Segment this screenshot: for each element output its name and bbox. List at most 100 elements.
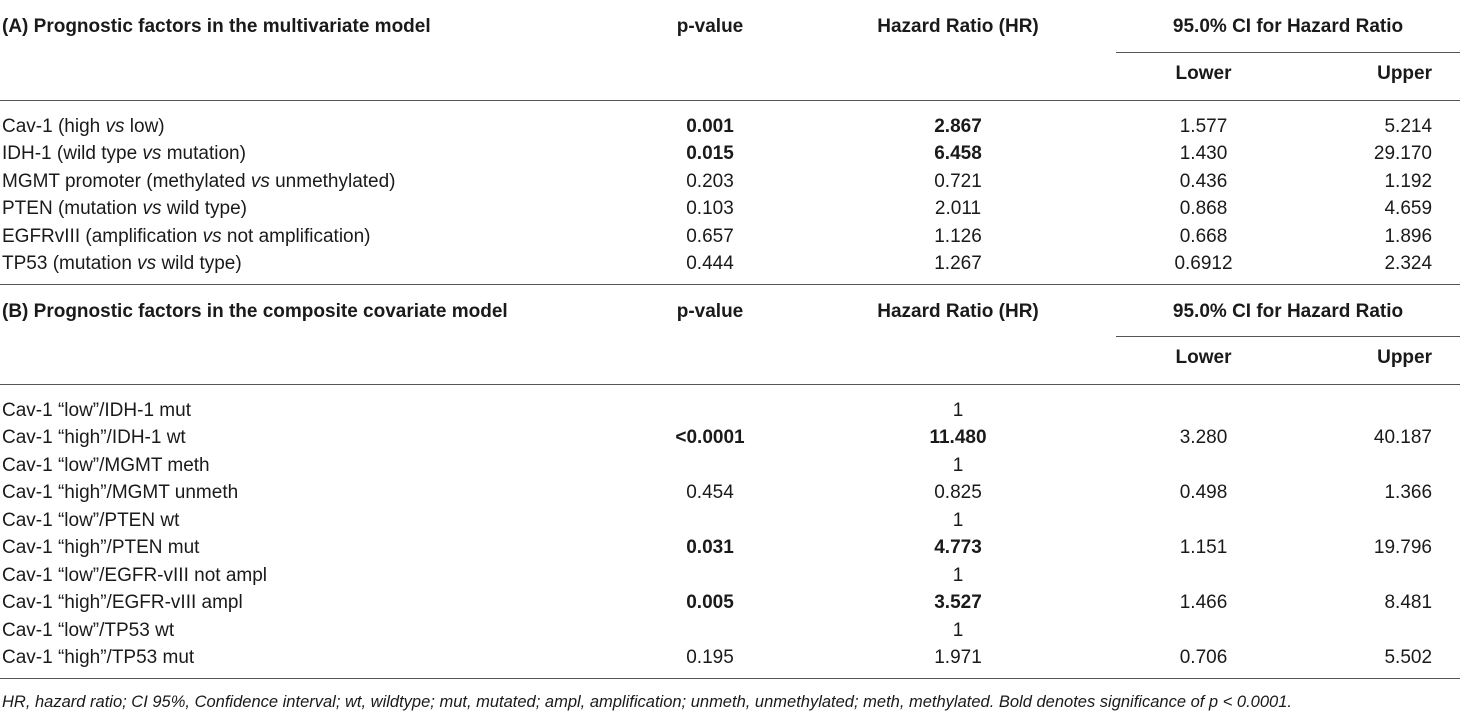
section-b-header: (B) Prognostic factors in the composite …: [0, 283, 1460, 337]
table-row: Cav-1 “high”/PTEN mut 0.031 4.773 1.151 19.7…: [0, 534, 1460, 562]
row-label-vs: vs: [137, 253, 157, 274]
ci-lower-cell: 0.706: [1179, 647, 1228, 668]
row-label-vs: vs: [105, 115, 125, 137]
ci-lower-cell: [1116, 384, 1291, 424]
hazard-ratio-cell: 0.825: [934, 482, 982, 503]
section-a-title: (A) Prognostic factors in the multivaria…: [2, 16, 431, 37]
section-b-subheader: Lower Upper: [0, 336, 1460, 385]
p-value-cell: 0.015: [686, 143, 734, 164]
row-label: Cav-1 “low”/IDH-1 mut: [2, 399, 191, 421]
row-label: Cav-1 “high”/EGFR-vIII ampl: [2, 592, 243, 613]
row-label-vs: vs: [202, 225, 222, 247]
p-value-cell: 0.454: [686, 482, 734, 503]
p-value-cell: <0.0001: [675, 427, 745, 448]
ci-upper-cell: [1291, 617, 1460, 645]
ci-lower-cell: 3.280: [1179, 427, 1228, 448]
row-label-vs: vs: [142, 198, 162, 219]
row-label-text: PTEN (mutation: [2, 198, 143, 219]
row-label: Cav-1 “low”/PTEN wt: [2, 509, 180, 531]
table-row: Cav-1 “high”/MGMT unmeth 0.454 0.825 0.498 1…: [0, 479, 1460, 507]
table-row: Cav-1 “low”/MGMT meth 1: [0, 452, 1460, 480]
hazard-ratio-cell: 6.458: [934, 143, 982, 164]
ci-upper-cell: 1.896: [1384, 225, 1433, 247]
p-value-cell: [620, 452, 800, 480]
p-value-cell: [620, 562, 800, 590]
footnote: HR, hazard ratio; CI 95%, Confidence int…: [0, 677, 1460, 712]
row-label-text: not amplification): [221, 225, 371, 247]
row-label: Cav-1 “low”/TP53 wt: [2, 619, 175, 641]
row-label: MGMT promoter (methylated vs unmethylate…: [0, 168, 620, 196]
table-row: IDH-1 (wild type vs mutation) 0.015 6.458 1…: [0, 140, 1460, 168]
ci-upper-cell: [1291, 507, 1460, 535]
hazard-ratio-cell: 11.480: [929, 427, 987, 448]
ci-lower-cell: 0.436: [1179, 170, 1228, 192]
table-row: Cav-1 “low”/PTEN wt 1: [0, 507, 1460, 535]
ci-upper-cell: 4.659: [1384, 198, 1433, 219]
col-lower: Lower: [1116, 336, 1291, 385]
ci-lower-cell: 0.868: [1179, 198, 1228, 219]
hazard-ratio-cell: 2.867: [934, 115, 982, 137]
p-value-cell: 0.031: [686, 537, 734, 558]
row-label: Cav-1 “high”/MGMT unmeth: [2, 482, 239, 503]
row-label: Cav-1 “low”/EGFR-vIII not ampl: [2, 564, 267, 586]
ci-lower-cell: [1116, 562, 1291, 590]
row-label: PTEN (mutation vs wild type): [0, 195, 620, 223]
ci-upper-cell: 8.481: [1384, 592, 1433, 613]
row-label: IDH-1 (wild type vs mutation): [0, 140, 620, 168]
row-label: Cav-1 “high”/PTEN mut: [2, 537, 200, 558]
ci-upper-cell: 40.187: [1373, 427, 1433, 448]
row-label-text: low): [124, 115, 165, 137]
table-row: PTEN (mutation vs wild type) 0.103 2.011 0.…: [0, 195, 1460, 223]
row-label: EGFRvIII (amplification vs not amplifica…: [0, 223, 620, 251]
row-label-text: wild type): [161, 198, 247, 219]
p-value-cell: 0.103: [686, 198, 734, 219]
col-lower: Lower: [1116, 52, 1291, 101]
ci-lower-cell: 0.498: [1179, 482, 1228, 503]
ci-upper-cell: 29.170: [1373, 143, 1433, 164]
p-value-cell: 0.657: [686, 225, 734, 247]
row-label-vs: vs: [250, 170, 270, 192]
hazard-ratio-cell: 1.126: [934, 225, 982, 247]
col-upper: Upper: [1291, 52, 1460, 101]
hazard-ratio-cell: 1: [952, 399, 964, 421]
ci-lower-cell: [1116, 617, 1291, 645]
p-value-cell: 0.203: [686, 170, 734, 192]
col-hazard-ratio: Hazard Ratio (HR): [877, 16, 1039, 37]
ci-upper-cell: [1291, 384, 1460, 424]
row-label: Cav-1 (high vs low): [0, 100, 620, 140]
row-label: Cav-1 “low”/MGMT meth: [2, 454, 210, 476]
ci-upper-cell: [1291, 452, 1460, 480]
hazard-ratio-cell: 2.011: [934, 198, 982, 219]
ci-lower-cell: [1116, 452, 1291, 480]
ci-upper-cell: [1291, 562, 1460, 590]
row-label-text: MGMT promoter (methylated: [2, 170, 251, 192]
ci-upper-cell: 19.796: [1373, 537, 1433, 558]
ci-upper-cell: 5.214: [1384, 115, 1433, 137]
hazard-ratio-cell: 1: [952, 619, 964, 641]
hazard-ratio-cell: 1.971: [934, 647, 982, 668]
p-value-cell: 0.001: [686, 115, 734, 137]
p-value-cell: [620, 384, 800, 424]
col-p-value: p-value: [676, 16, 744, 37]
ci-lower-cell: 0.668: [1179, 225, 1228, 247]
row-label: Cav-1 “high”/IDH-1 wt: [2, 427, 186, 448]
col-ci: 95.0% CI for Hazard Ratio: [1116, 283, 1460, 337]
hazard-ratio-cell: 0.721: [934, 170, 982, 192]
row-label-text: mutation): [161, 143, 246, 164]
row-label-text: EGFRvIII (amplification: [2, 225, 203, 247]
table-row: MGMT promoter (methylated vs unmethylate…: [0, 168, 1460, 196]
row-label-text: IDH-1 (wild type: [2, 143, 143, 164]
row-label-text: unmethylated): [269, 170, 396, 192]
hazard-ratio-cell: 1: [952, 509, 964, 531]
table-row: Cav-1 “high”/TP53 mut 0.195 1.971 0.706 5.50…: [0, 644, 1460, 678]
col-upper: Upper: [1291, 336, 1460, 385]
ci-lower-cell: 1.430: [1179, 143, 1228, 164]
table-row: Cav-1 “low”/EGFR-vIII not ampl 1: [0, 562, 1460, 590]
section-a-subheader: Lower Upper: [0, 52, 1460, 101]
ci-lower-cell: 0.6912: [1174, 253, 1233, 274]
p-value-cell: [620, 617, 800, 645]
hazard-ratio-cell: 1: [952, 454, 964, 476]
table-row: Cav-1 “high”/EGFR-vIII ampl 0.005 3.527 1.4…: [0, 589, 1460, 617]
table-row: Cav-1 (high vs low) 0.001 2.867 1.577 5.214: [0, 100, 1460, 140]
table-row: Cav-1 “high”/IDH-1 wt <0.0001 11.480 3.280 4…: [0, 424, 1460, 452]
